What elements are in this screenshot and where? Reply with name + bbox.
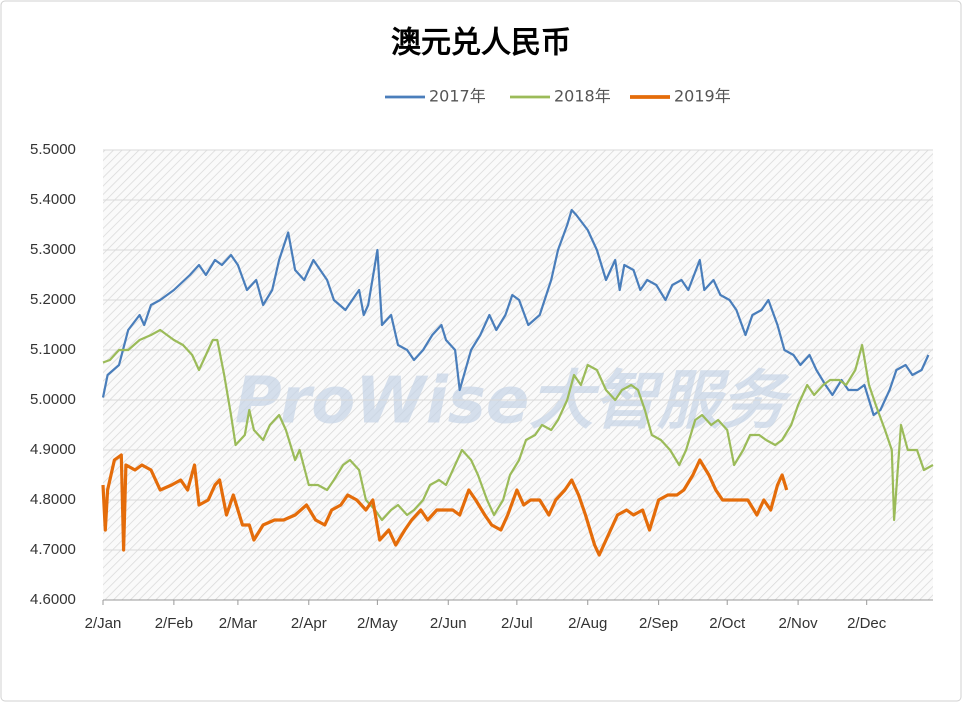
x-tick-label: 2/Jan <box>85 615 122 632</box>
x-tick-label: 2/Aug <box>568 615 607 632</box>
series-line <box>101 208 930 417</box>
x-tick-label: 2/Jun <box>430 615 467 632</box>
legend-label: 2019年 <box>674 87 731 106</box>
series-line <box>101 453 789 557</box>
chart-title: 澳元兑人民币 <box>391 26 571 61</box>
x-tick-label: 2/Sep <box>639 615 678 632</box>
x-tick-label: 2/Apr <box>291 615 327 632</box>
y-tick-label: 4.6000 <box>30 591 76 608</box>
y-tick-label: 4.9000 <box>30 441 76 458</box>
x-tick-label: 2/Dec <box>847 615 887 632</box>
y-tick-label: 5.4000 <box>30 191 76 208</box>
y-tick-label: 5.3000 <box>30 241 76 258</box>
legend-label: 2017年 <box>429 87 486 106</box>
y-tick-label: 5.0000 <box>30 391 76 408</box>
y-tick-label: 4.7000 <box>30 541 76 558</box>
x-tick-label: 2/Feb <box>155 615 193 632</box>
series-line <box>102 328 934 522</box>
y-tick-label: 5.2000 <box>30 291 76 308</box>
y-tick-label: 4.8000 <box>30 491 76 508</box>
legend-label: 2018年 <box>554 87 611 106</box>
x-tick-label: 2/Oct <box>709 615 746 632</box>
x-tick-label: 2/Mar <box>219 615 257 632</box>
x-tick-label: 2/Jul <box>501 615 533 632</box>
y-tick-label: 5.5000 <box>30 141 76 158</box>
x-tick-label: 2/May <box>357 615 398 632</box>
y-tick-label: 5.1000 <box>30 341 76 358</box>
watermark: ProWise大智服务 <box>235 365 793 439</box>
x-tick-label: 2/Nov <box>779 615 819 632</box>
